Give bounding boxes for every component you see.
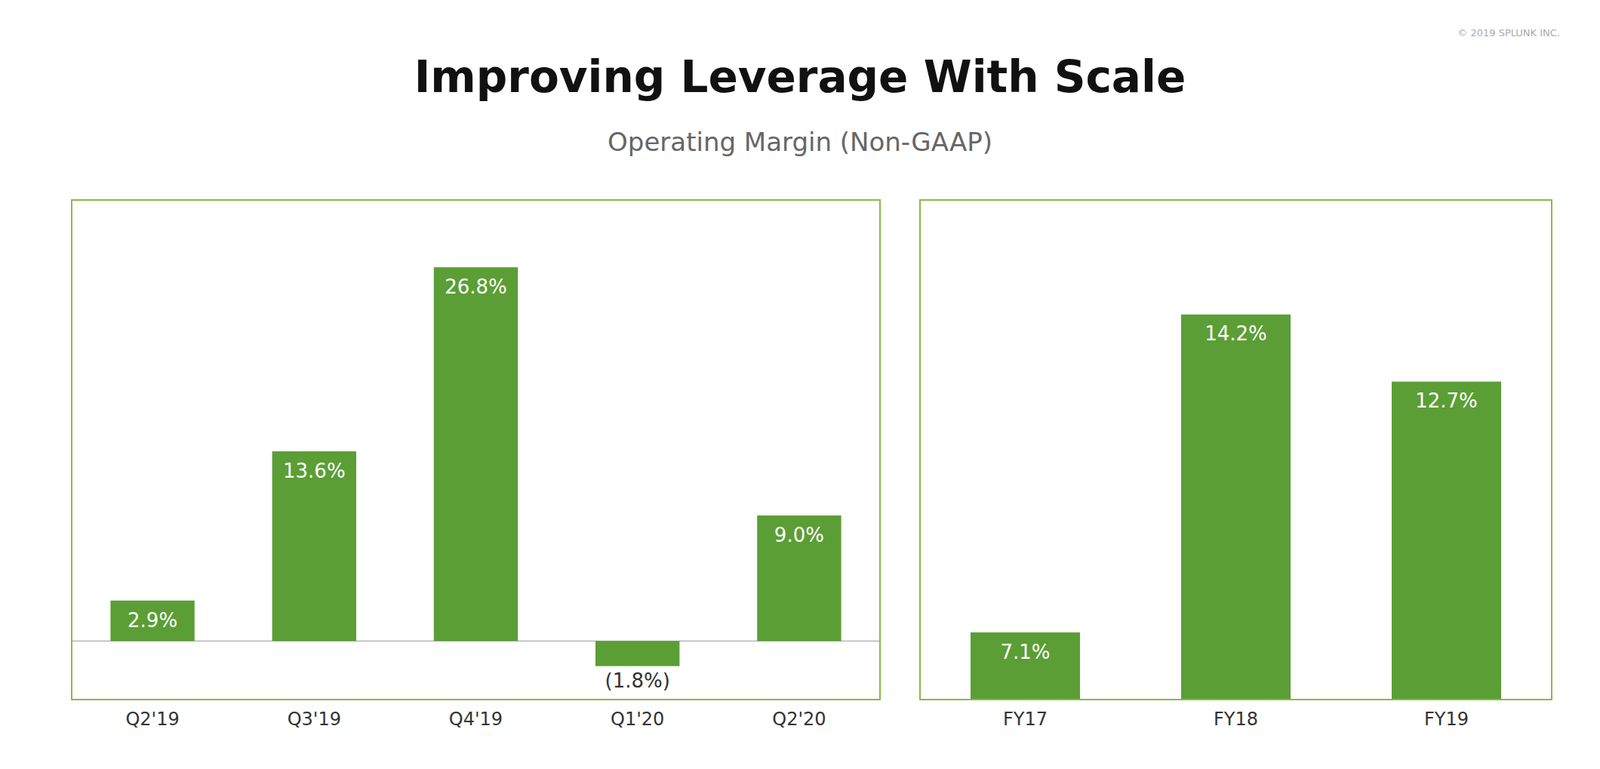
x-tick-label: FY18 [1213,708,1259,730]
x-tick-label: Q1'20 [610,708,665,730]
bar-chart: 7.1% 14.2% 12.7% FY17 FY18 FY19 [920,200,1552,769]
data-label: 12.7% [1415,389,1478,413]
bar-chart: 2.9% 13.6% 26.8% (1.8%) 9.0% Q2'19 Q3'19 Q4'19 Q… [71,200,880,730]
bars [920,314,1552,700]
bar [433,267,518,641]
chart-svg: © 2019 SPLUNK INC. Improving Leverage Wit… [0,0,1600,769]
chart-root: © 2019 SPLUNK INC. Improving Leverage Wit… [0,0,1600,769]
data-label: 13.6% [283,459,346,483]
x-tick-label: Q2'19 [125,708,179,730]
copyright: © 2019 SPLUNK INC. [1457,27,1560,39]
x-tick-label: FY17 [1003,708,1048,730]
bars [71,267,880,667]
subtitle: Operating Margin (Non-GAAP) [607,126,993,157]
bar [110,600,194,642]
data-label: 26.8% [444,275,508,299]
x-tick-label: FY19 [1424,708,1469,730]
data-label: 2.9% [127,609,178,632]
plot-frame [71,200,880,700]
bar [970,632,1080,700]
bar [756,515,841,641]
data-label: (1.8%) [605,669,671,693]
data-label: 14.2% [1204,322,1268,345]
x-tick-label: Q3'19 [287,708,342,730]
data-label: 9.0% [774,523,825,547]
background [0,0,1600,769]
title: Improving Leverage With Scale [414,51,1186,103]
bar [272,451,357,641]
plot-frame [920,200,1552,700]
bar [1391,381,1502,700]
x-tick-label: Q4'19 [449,708,503,730]
bar [595,640,680,666]
x-tick-label: Q2'20 [772,708,826,730]
bar [1181,314,1291,700]
data-label: 7.1% [1000,640,1050,664]
